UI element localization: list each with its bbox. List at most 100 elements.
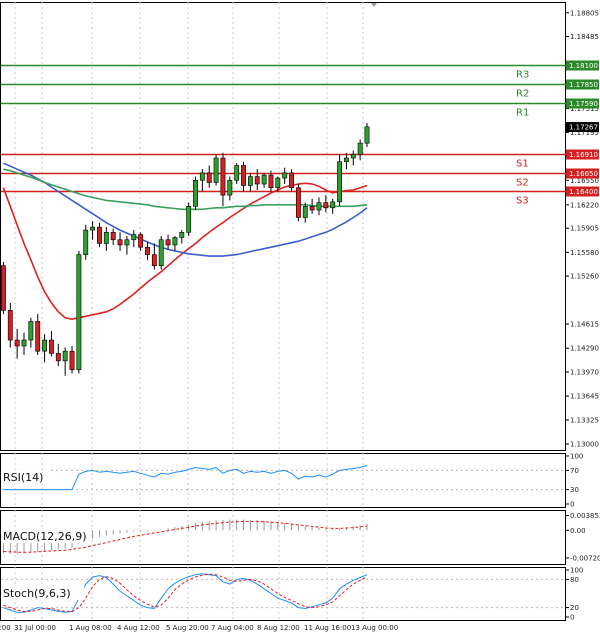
candle: [213, 154, 219, 186]
candle: [302, 202, 308, 223]
price-tick-label: 1.16550: [570, 177, 599, 185]
price-axis: 1.188051.184851.178351.175151.171951.168…: [565, 9, 599, 449]
candle-body: [330, 201, 336, 209]
indicator-tick-label: 20: [570, 604, 579, 612]
candle-body: [117, 239, 123, 246]
levels: R3 1.18100 R2 1.17850 R1 1.17590 S1 1.16910 S2 1.…: [1, 60, 599, 207]
level-price-box: [566, 186, 599, 197]
candle: [151, 243, 157, 270]
candle-body: [254, 176, 260, 185]
candle: [206, 165, 212, 188]
candle: [234, 163, 240, 185]
candle-body: [42, 339, 48, 352]
candle-body: [357, 142, 363, 155]
level-label-s1: S1: [516, 159, 529, 170]
price-tick-label: 1.18485: [570, 33, 599, 41]
level-label-s3: S3: [516, 196, 529, 207]
candle-body: [35, 321, 41, 352]
price-tick-label: 1.18805: [570, 9, 599, 17]
level-price-box: [566, 79, 599, 90]
candle-body: [83, 229, 89, 255]
candle: [275, 176, 281, 192]
indicator-label-bg: [1, 529, 91, 543]
level-label-r1: R1: [516, 108, 529, 119]
candle-body: [97, 226, 102, 244]
indicator-label: RSI(14): [3, 471, 43, 484]
price-tick-label: 1.15905: [570, 225, 599, 233]
candle: [138, 232, 144, 251]
candle-body: [193, 180, 198, 207]
candle: [220, 152, 226, 207]
level-price-label: 1.16400: [569, 188, 598, 196]
candle: [76, 250, 82, 374]
time-tick-label: 13 Aug 00:00: [351, 624, 398, 632]
price-tick-label: 1.16220: [570, 201, 599, 209]
candle-body: [206, 172, 212, 183]
candle: [28, 317, 34, 348]
candle-body: [28, 321, 34, 341]
candle: [193, 176, 198, 211]
candle-body: [213, 157, 219, 183]
candle-body: [261, 174, 267, 185]
level-price-box: [566, 168, 599, 179]
candle: [309, 198, 315, 214]
candle-body: [14, 339, 20, 347]
candle: [42, 334, 48, 363]
candle: [350, 150, 356, 166]
candle: [103, 227, 109, 251]
price-tick-label: 1.15260: [570, 273, 599, 281]
candle-body: [295, 187, 301, 218]
price-tick-label: 1.14290: [570, 345, 599, 353]
candle-body: [241, 165, 246, 186]
candle: [49, 331, 54, 357]
candle-body: [124, 239, 130, 246]
candle-body: [7, 310, 13, 341]
level-price-box: [566, 98, 599, 109]
candle-body: [309, 206, 315, 211]
candle: [165, 234, 171, 250]
candle: [241, 161, 246, 192]
indicator-label-bg: [1, 586, 85, 600]
candle-body: [21, 339, 27, 347]
indicator-tick-label: 100: [570, 567, 583, 575]
candle-body: [186, 206, 192, 233]
candle: [55, 343, 61, 367]
candle-body: [1, 265, 6, 311]
candle: [172, 236, 178, 251]
candle-body: [282, 172, 288, 179]
stoch-k-line: [3, 573, 368, 613]
candle: [97, 222, 102, 248]
candle: [90, 221, 96, 240]
level-label-r2: R2: [516, 89, 529, 100]
time-tick-label: 6:00: [0, 624, 11, 632]
indicator-label: Stoch(9,6,3): [3, 587, 71, 600]
candle: [268, 170, 274, 192]
candle-body: [350, 154, 356, 159]
indicator-tick-label: 0.00: [570, 527, 586, 535]
candle: [21, 332, 27, 355]
indicator-label: MACD(12,26,9): [3, 530, 87, 543]
indicator-1: 100 70 30 0 RSI(14): [1, 453, 583, 509]
candle-body: [158, 239, 164, 267]
candle: [254, 169, 260, 190]
candle: [227, 176, 233, 201]
moving-average-line-2: [3, 162, 368, 257]
time-tick-label: 7 Aug 04:00: [211, 624, 254, 632]
candle: [357, 139, 363, 161]
candle-body: [234, 165, 240, 181]
candle: [1, 262, 6, 315]
indicator-tick-label: -0.007208: [570, 554, 600, 562]
candle-body: [69, 350, 75, 371]
candle: [83, 224, 89, 260]
candle-body: [90, 226, 96, 231]
time-tick-label: 31 Jul 00:00: [14, 624, 56, 632]
candle: [295, 184, 301, 222]
candle-body: [268, 174, 274, 189]
candle-body: [49, 339, 54, 354]
candle: [343, 152, 349, 170]
candle: [124, 236, 130, 255]
candle-body: [302, 206, 308, 218]
